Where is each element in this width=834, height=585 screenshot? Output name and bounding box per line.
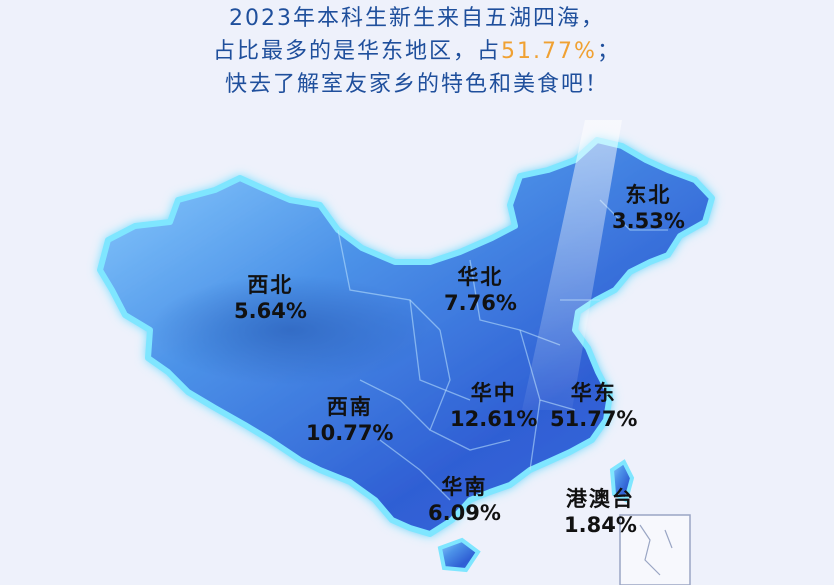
taiwan-island [609, 459, 635, 503]
region-name: 港澳台 [565, 487, 635, 511]
headline-line-3: 快去了解室友家乡的特色和美食吧！ [224, 72, 609, 97]
headline-line-2-prefix: 占比最多的是华东地区，占 [213, 39, 502, 64]
region-label-central: 华中 12.61% [450, 380, 537, 432]
region-pct: 10.77% [306, 421, 394, 445]
region-name: 华东 [570, 381, 617, 405]
region-pct: 51.77% [550, 407, 638, 431]
hainan-island [437, 537, 481, 573]
region-pct: 7.76% [444, 291, 517, 315]
light-beam [522, 120, 622, 410]
region-label-southwest: 西南 10.77% [306, 394, 393, 446]
region-pct: 1.84% [564, 513, 637, 537]
region-label-north: 华北 7.76% [444, 264, 517, 316]
region-name: 华中 [470, 381, 517, 405]
region-label-northwest: 西北 5.64% [234, 272, 307, 324]
headline-highlight: 51.77% [501, 39, 597, 64]
region-pct: 6.09% [428, 501, 501, 525]
headline-line-1: 2023年本科生新生来自五湖四海， [229, 6, 605, 31]
south-sea-inset [619, 514, 691, 585]
south-sea-islands [639, 524, 673, 576]
plateau-shading [150, 275, 430, 385]
region-name: 华北 [457, 265, 504, 289]
region-label-east: 华东 51.77% [550, 380, 637, 432]
region-pct: 12.61% [450, 407, 538, 431]
headline-line-2: 占比最多的是华东地区，占51.77%； [0, 35, 834, 68]
region-label-northeast: 东北 3.53% [612, 182, 685, 234]
region-name: 西南 [326, 395, 373, 419]
region-label-hk-macau-taiwan: 港澳台 1.84% [564, 486, 637, 538]
region-name: 华南 [441, 475, 488, 499]
region-pct: 3.53% [612, 209, 685, 233]
region-name: 西北 [247, 273, 294, 297]
region-pct: 5.64% [234, 299, 307, 323]
headline-line-2-suffix: ； [596, 39, 621, 64]
headline: 2023年本科生新生来自五湖四海， 占比最多的是华东地区，占51.77%； 快去… [0, 2, 834, 101]
region-name: 东北 [625, 183, 672, 207]
region-label-south: 华南 6.09% [428, 474, 501, 526]
